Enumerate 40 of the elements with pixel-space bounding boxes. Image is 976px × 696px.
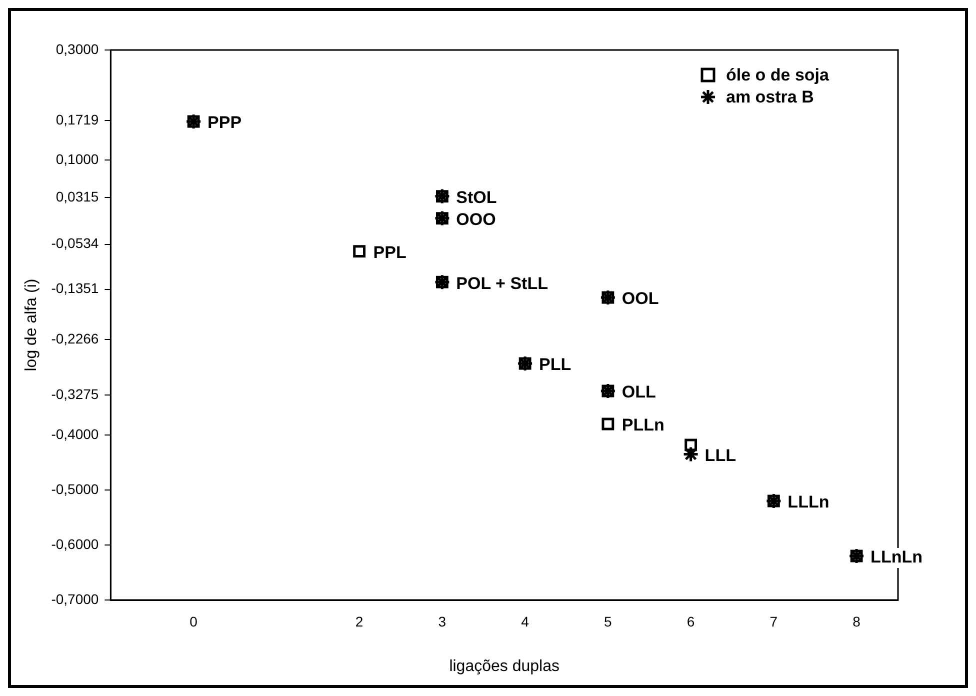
point: [682, 446, 700, 462]
annotation: PPL: [373, 242, 406, 262]
x-tick-label: 5: [604, 613, 612, 630]
y-tick-label: 0,3000: [56, 40, 99, 57]
annotation: PLLn: [622, 416, 664, 435]
y-tick-label: -0,2266: [51, 330, 99, 346]
x-tick-label: 7: [770, 613, 778, 630]
legend-label: am ostra B: [726, 88, 814, 107]
x-tick-label: 3: [438, 613, 446, 630]
y-tick-label: -0,3275: [51, 386, 99, 402]
annotation: OLL: [622, 382, 656, 402]
y-axis-title: log de alfa (i): [23, 278, 40, 372]
y-tick-label: -0,1351: [51, 280, 99, 296]
y-tick-label: -0,7000: [51, 590, 99, 607]
y-tick-label: -0,0534: [51, 235, 99, 252]
y-tick-label: -0,6000: [51, 536, 99, 552]
x-tick-label: 0: [190, 613, 198, 630]
annotation: LLLn: [788, 492, 830, 512]
y-tick-label: -0,5000: [51, 480, 99, 497]
point: [602, 418, 614, 430]
annotation: LLL: [704, 446, 736, 465]
y-tick-label: 0,1719: [56, 111, 99, 128]
annotation: StOL: [456, 188, 497, 207]
y-tick-label: 0,1000: [56, 150, 99, 167]
x-tick-label: 6: [686, 613, 695, 630]
x-tick-label: 8: [852, 613, 861, 630]
x-axis-title: ligações duplas: [449, 658, 560, 675]
annotation: PLL: [539, 355, 572, 374]
annotation: POL + StLL: [456, 274, 548, 293]
annotation: OOL: [622, 289, 659, 308]
annotation: PPP: [208, 113, 242, 132]
point: [353, 245, 366, 258]
annotation: OOO: [456, 210, 496, 229]
y-tick-label: -0,4000: [51, 426, 99, 442]
x-tick-label: 2: [355, 613, 364, 630]
point: [684, 438, 698, 452]
annotation: LLnLn: [870, 548, 922, 567]
legend-label: óle o de soja: [726, 66, 830, 85]
x-tick-label: 4: [521, 613, 530, 630]
y-tick-label: 0,0315: [56, 188, 99, 205]
